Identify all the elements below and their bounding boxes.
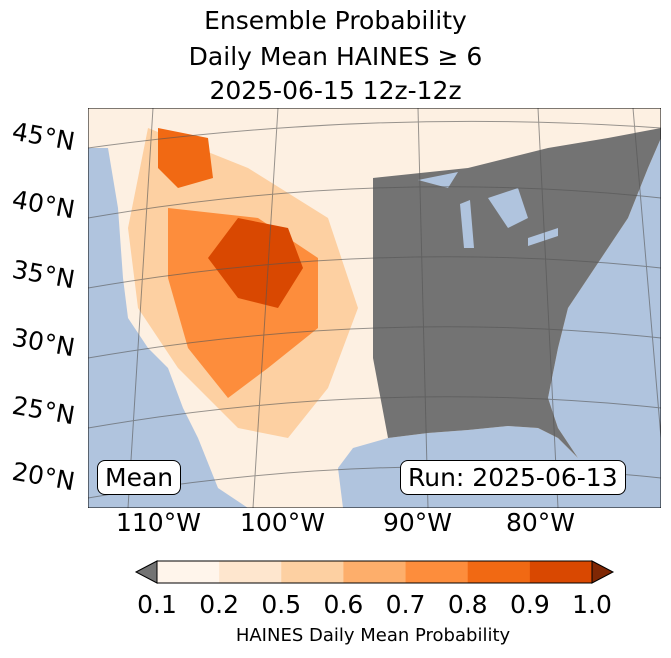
- colorbar-tick: 0.1: [137, 590, 177, 619]
- lat-label: 40°N: [9, 184, 78, 225]
- run-label: Run: 2025-06-13: [400, 460, 626, 495]
- lon-label: 110°W: [116, 508, 201, 537]
- lat-label: 45°N: [9, 116, 78, 157]
- title-line2: Daily Mean HAINES ≥ 6: [188, 42, 483, 71]
- lat-label: 20°N: [9, 456, 78, 497]
- region-prob-nw: [158, 128, 213, 188]
- colorbar-bin: [343, 561, 407, 583]
- region-prob-high: [208, 218, 303, 308]
- great-lakes: [418, 172, 558, 248]
- title-line1: Ensemble Probability: [204, 6, 467, 35]
- colorbar-over-arrow: [591, 560, 615, 584]
- colorbar-tick: 0.5: [261, 590, 302, 619]
- colorbar-label: HAINES Daily Mean Probability: [235, 625, 511, 646]
- colorbar-under-arrow: [134, 560, 158, 584]
- colorbar-tick: 0.7: [385, 590, 426, 619]
- lon-label: 100°W: [240, 508, 325, 537]
- lat-label: 30°N: [9, 322, 78, 363]
- colorbar-bin: [219, 561, 282, 583]
- colorbar-tick: 1.0: [572, 590, 612, 619]
- lat-label: 25°N: [9, 390, 78, 431]
- gridlines: [88, 108, 661, 508]
- colorbar-tick: 0.9: [509, 590, 550, 619]
- colorbar-bin: [467, 561, 531, 583]
- mean-label: Mean: [97, 460, 182, 495]
- lon-label: 90°W: [383, 508, 453, 537]
- colorbar-tick: 0.6: [323, 590, 364, 619]
- map: [88, 108, 661, 508]
- colorbar: [134, 560, 615, 584]
- region-below-threshold: [373, 128, 661, 458]
- colorbar-tick: 0.8: [447, 590, 488, 619]
- colorbar-bin: [405, 561, 469, 583]
- lon-label: 80°W: [506, 508, 576, 537]
- colorbar-bin: [281, 561, 344, 583]
- colorbar-bin: [529, 561, 593, 583]
- lat-label: 35°N: [9, 254, 78, 295]
- colorbar-bin: [157, 561, 220, 583]
- title-line3: 2025-06-15 12z-12z: [209, 76, 462, 105]
- colorbar-tick: 0.2: [199, 590, 240, 619]
